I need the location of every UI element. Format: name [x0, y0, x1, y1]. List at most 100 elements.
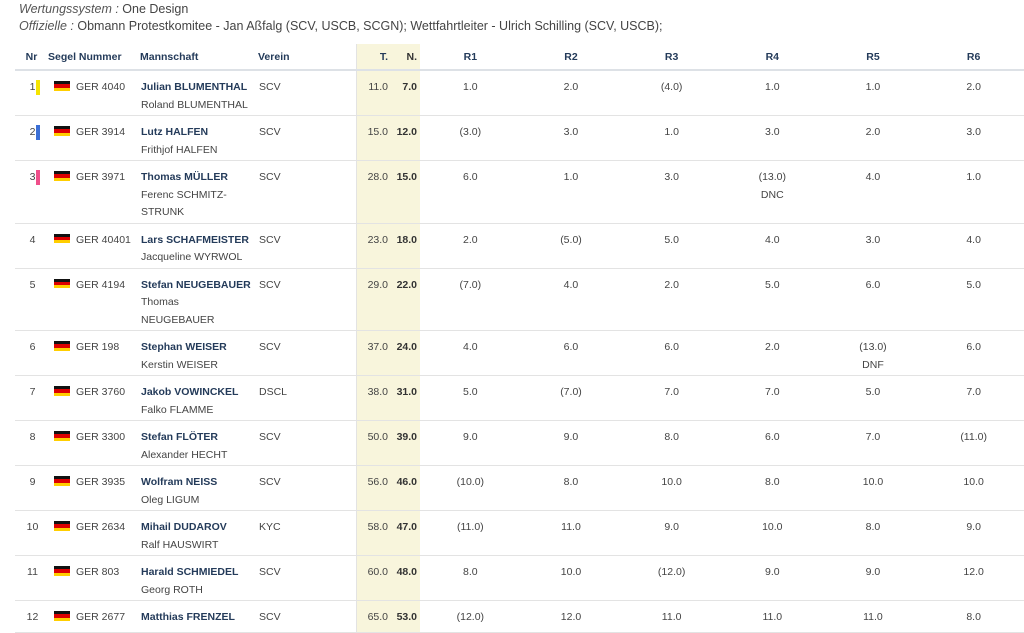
skipper-link[interactable]: Lutz HALFEN	[141, 126, 209, 138]
rank-cell: 5	[15, 268, 48, 331]
race-score: 5.0	[966, 278, 981, 291]
col-header-r4[interactable]: R4	[721, 44, 823, 71]
table-row: 7 GER 3760 Jakob VOWINCKEL Falko FLAMME DSCL…	[15, 375, 1024, 421]
race-r6-cell: 10.0	[923, 465, 1024, 511]
skipper-link[interactable]: Lars SCHAFMEISTER	[141, 233, 249, 246]
race-score: 1.0	[966, 171, 981, 183]
rank-wrapper: 11	[16, 564, 49, 582]
net-points-cell: 47.0	[391, 510, 420, 556]
sail-number-cell: GER 3971	[48, 160, 140, 224]
net-points-cell: 39.0	[391, 420, 420, 466]
rank-cell: 2	[15, 115, 49, 161]
skipper-link[interactable]: Jakob VOWINCKEL	[141, 386, 239, 398]
germany-flag-icon	[54, 171, 70, 181]
race-score: 2.0	[764, 341, 780, 353]
rank-wrapper: 3	[16, 169, 49, 187]
race-score: (11.0)	[960, 431, 987, 443]
race-score: 1.0	[764, 81, 780, 93]
crew-name: Falko FLAMME	[141, 403, 214, 416]
race-r1-cell: 4.0	[420, 330, 521, 376]
race-score: 4.0	[563, 278, 579, 291]
skipper-link[interactable]: Stefan NEUGEBAUER	[141, 278, 251, 291]
race-r5-cell: 9.0	[822, 555, 924, 601]
race-score: 3.0	[563, 126, 579, 138]
rank-wrapper: 5	[16, 277, 49, 295]
race-r3-cell: 8.0	[621, 420, 722, 466]
rank-number: 2	[29, 126, 36, 138]
race-r5-cell: 3.0	[822, 223, 924, 269]
skipper-link[interactable]: Wolfram NEISS	[141, 476, 218, 488]
club-cell: KYC	[258, 510, 356, 556]
rank-number: 1	[29, 81, 36, 93]
sail-number: GER 3914	[76, 126, 126, 138]
race-r2-cell: 12.0	[520, 600, 622, 633]
sail-number-cell: GER 3935	[48, 465, 140, 511]
race-score: 3.0	[764, 126, 780, 138]
rank-wrapper: 2	[16, 124, 49, 142]
race-score: 5.0	[463, 386, 478, 398]
race-r5-cell: 10.0	[822, 465, 924, 511]
table-row: 4 GER 40401 Lars SCHAFMEISTER Jacqueline WY…	[15, 223, 1024, 269]
total-points-cell: 28.0	[355, 160, 391, 224]
race-r6-cell: 2.0	[923, 70, 1024, 116]
rank-wrapper: 9	[16, 474, 49, 492]
sail-number: GER 3935	[76, 476, 126, 488]
race-score: 4.0	[865, 171, 881, 183]
race-r1-cell: 9.0	[420, 420, 521, 466]
rank-wrapper: 6	[16, 339, 49, 357]
race-score: 11.0	[863, 611, 883, 623]
table-row: 11 GER 803 Harald SCHMIEDEL Georg ROTH SCV 60…	[15, 555, 1024, 601]
germany-flag-icon	[54, 341, 70, 351]
col-header-nr[interactable]: Nr	[15, 44, 48, 71]
race-r1-cell: 2.0	[420, 223, 521, 269]
race-score: 1.0	[664, 126, 679, 138]
net-points-cell: 48.0	[391, 555, 420, 601]
col-header-r1[interactable]: R1	[420, 44, 521, 71]
race-score: (3.0)	[459, 126, 482, 138]
rank-wrapper: 10	[16, 519, 49, 537]
skipper-link[interactable]: Thomas MÜLLER	[141, 171, 228, 183]
skipper-link[interactable]: Harald SCHMIEDEL	[141, 566, 239, 578]
rank-cell: 7	[15, 375, 48, 421]
col-header-net[interactable]: N.	[391, 44, 420, 71]
total-points-cell: 11.0	[355, 70, 391, 116]
rank-number: 4	[29, 233, 36, 246]
skipper-link[interactable]: Julian BLUMENTHAL	[141, 81, 248, 93]
race-score: 4.0	[764, 233, 780, 246]
scoring-system-label: Wertungssystem :	[19, 2, 119, 16]
col-header-r2[interactable]: R2	[520, 44, 622, 71]
rank-number: 12	[26, 611, 39, 623]
race-score: 2.0	[563, 81, 579, 93]
col-header-team[interactable]: Mannschaft	[140, 44, 258, 71]
race-r6-cell: 12.0	[923, 555, 1024, 601]
race-score: 9.0	[664, 521, 679, 533]
race-r6-cell: (11.0)	[923, 420, 1024, 466]
col-header-r6[interactable]: R6	[923, 44, 1024, 71]
skipper-link[interactable]: Stephan WEISER	[141, 341, 227, 353]
race-score: 8.0	[463, 566, 478, 578]
skipper-link[interactable]: Stefan FLÖTER	[141, 431, 219, 443]
col-header-r3[interactable]: R3	[621, 44, 722, 71]
race-r1-cell: 8.0	[420, 555, 521, 601]
club-cell: SCV	[258, 420, 356, 466]
race-r4-cell: 4.0	[721, 223, 823, 269]
race-r5-cell: 1.0	[822, 70, 924, 116]
race-r4-cell: 11.0	[721, 600, 823, 633]
race-score: 6.0	[664, 341, 679, 353]
race-r4-cell: 6.0	[721, 420, 823, 466]
skipper-link[interactable]: Matthias FRENZEL	[141, 611, 235, 623]
skipper-link[interactable]: Mihail DUDAROV	[141, 521, 227, 533]
crew-name: Roland BLUMENTHAL	[141, 98, 248, 111]
col-header-sail-number[interactable]: Segel Nummer	[48, 44, 140, 71]
col-header-total[interactable]: T.	[355, 44, 391, 71]
total-points-cell: 50.0	[355, 420, 391, 466]
race-r3-cell: 6.0	[621, 330, 722, 376]
club-cell: SCV	[258, 160, 356, 224]
race-score: 9.0	[764, 566, 780, 578]
total-points-cell: 60.0	[355, 555, 391, 601]
team-cell: Stefan NEUGEBAUER Thomas NEUGEBAUER	[140, 268, 258, 331]
col-header-r5[interactable]: R5	[822, 44, 924, 71]
race-r6-cell: 6.0	[923, 330, 1024, 376]
race-penalty-code: DNC	[760, 188, 784, 201]
col-header-club[interactable]: Verein	[258, 44, 356, 71]
